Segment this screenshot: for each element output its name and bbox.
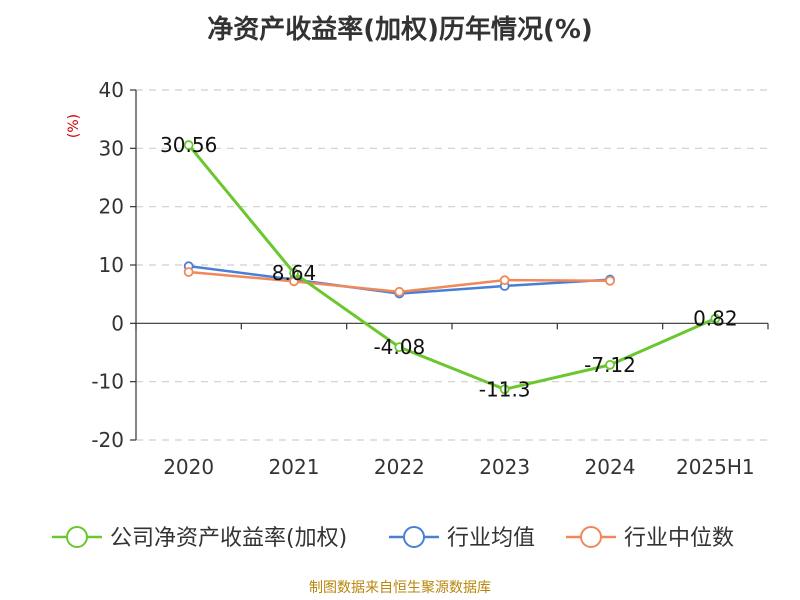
y-axis-unit-label: (%) — [66, 114, 82, 138]
y-tick-label: 20 — [99, 195, 124, 219]
data-point — [499, 275, 510, 286]
legend-label: 公司净资产收益率(加权) — [110, 526, 347, 551]
chart-title: 净资产收益率(加权)历年情况(%) — [207, 14, 593, 45]
x-tick-label: 2025H1 — [676, 455, 755, 479]
data-label: -11.3 — [479, 377, 531, 401]
data-label: 8.64 — [272, 261, 317, 285]
x-tick-label: 2022 — [374, 455, 425, 479]
gridlines — [136, 89, 768, 441]
data-labels: 30.56 8.64 -4.08 -11.3 -7.12 0.82 — [160, 133, 738, 401]
data-point — [710, 313, 721, 324]
y-tick-label: 40 — [99, 78, 124, 102]
series-line — [187, 144, 716, 391]
legend-label: 行业中位数 — [624, 526, 734, 551]
legend-swatch-marker — [403, 526, 425, 548]
data-point — [183, 140, 194, 150]
x-tick-label: 2023 — [479, 455, 530, 479]
y-tick-label: -10 — [91, 370, 124, 394]
legend: 公司净资产收益率(加权) 行业均值 行业中位数 — [52, 526, 734, 551]
data-point — [394, 342, 405, 353]
legend-label: 行业均值 — [447, 526, 535, 551]
series-lines — [183, 140, 721, 395]
data-point — [605, 359, 615, 370]
data-point — [394, 286, 405, 297]
x-tick-label: 2020 — [163, 455, 214, 479]
y-tick-label: 0 — [111, 311, 124, 335]
data-point — [183, 267, 194, 277]
data-point — [605, 275, 615, 286]
y-tick-label: 10 — [99, 253, 124, 277]
data-label: 0.82 — [693, 307, 738, 331]
data-label: -4.08 — [373, 335, 425, 359]
data-point — [289, 268, 299, 278]
x-tick-label: 2021 — [269, 455, 320, 479]
y-tick-label: 30 — [99, 136, 124, 160]
x-tick-label: 2024 — [585, 455, 636, 479]
legend-swatch-marker — [580, 526, 602, 548]
y-tick-label: -20 — [91, 428, 124, 452]
axes: -20 -10 0 10 20 30 40 2020 2021 2022 2023 2024 2025H… — [91, 78, 769, 479]
legend-swatch-marker — [66, 526, 88, 548]
source-note: 制图数据来自恒生聚源数据库 — [309, 580, 491, 596]
data-label: 30.56 — [160, 133, 217, 157]
data-label: -7.12 — [584, 353, 636, 377]
data-point — [499, 384, 510, 395]
